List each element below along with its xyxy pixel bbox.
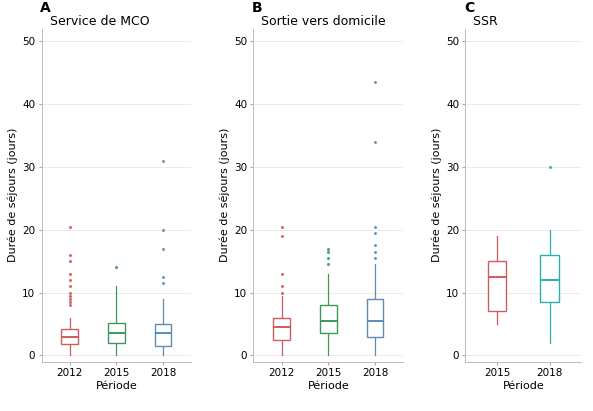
- Bar: [320, 305, 336, 333]
- Bar: [488, 261, 506, 312]
- Bar: [155, 324, 171, 346]
- Text: Service de MCO: Service de MCO: [42, 15, 149, 28]
- Bar: [62, 329, 78, 344]
- Text: A: A: [40, 2, 51, 16]
- Bar: [367, 299, 383, 337]
- X-axis label: Période: Période: [502, 381, 544, 391]
- X-axis label: Période: Période: [307, 381, 349, 391]
- Y-axis label: Durée de séjours (jours): Durée de séjours (jours): [8, 128, 18, 262]
- Text: B: B: [252, 2, 263, 16]
- Bar: [108, 323, 125, 343]
- Text: C: C: [464, 2, 474, 16]
- Y-axis label: Durée de séjours (jours): Durée de séjours (jours): [432, 128, 442, 262]
- Text: SSR: SSR: [466, 15, 498, 28]
- Bar: [273, 318, 290, 340]
- Y-axis label: Durée de séjours (jours): Durée de séjours (jours): [219, 128, 230, 262]
- X-axis label: Période: Période: [95, 381, 137, 391]
- Bar: [540, 255, 559, 302]
- Text: Sortie vers domicile: Sortie vers domicile: [253, 15, 386, 28]
